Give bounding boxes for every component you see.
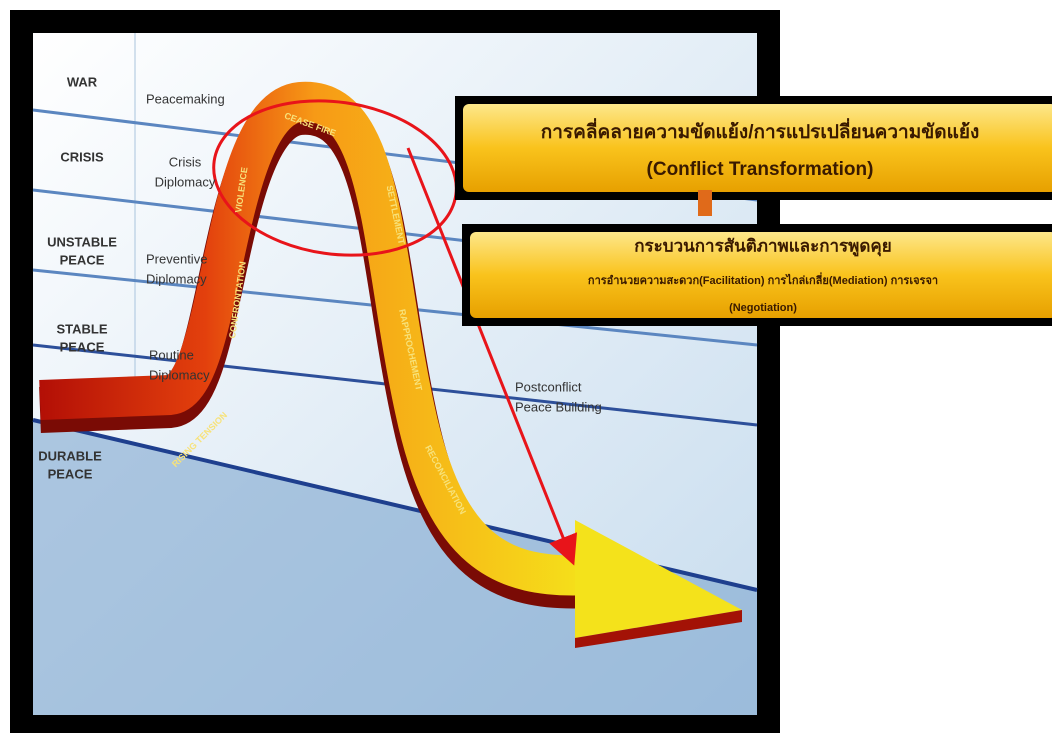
- level-label: CRISIS: [60, 149, 104, 164]
- level-label: PEACE: [48, 466, 93, 481]
- stage-label: Preventive: [146, 251, 207, 266]
- level-label: PEACE: [60, 252, 105, 267]
- stage-label: Diplomacy: [149, 367, 210, 382]
- connector: [698, 190, 712, 216]
- stage-label: Postconflict: [515, 379, 582, 394]
- level-label: WAR: [67, 74, 98, 89]
- box-subtitle: (Conflict Transformation): [647, 159, 874, 180]
- arrow-head-edge: [575, 610, 742, 648]
- stage-label: Peace Building: [515, 399, 602, 414]
- stage-label: Peacemaking: [146, 91, 225, 106]
- pointer-arrow: [406, 147, 578, 566]
- level-label: STABLE: [56, 321, 107, 336]
- box-subtitle: (Negotiation): [729, 302, 797, 314]
- level-label: PEACE: [60, 339, 105, 354]
- level-label: UNSTABLE: [47, 234, 117, 249]
- box-subtitle: การอำนวยความสะดวก(Facilitation) การไกล่เ…: [588, 272, 938, 287]
- stage-label: Diplomacy: [146, 271, 207, 286]
- stage-label: Crisis: [169, 154, 202, 169]
- box: [470, 232, 1052, 318]
- stage-label: Diplomacy: [155, 174, 216, 189]
- ribbon: [39, 81, 592, 596]
- box-title: กระบวนการสันติภาพและการพูดคุย: [634, 236, 892, 257]
- arrow-head: [575, 520, 742, 638]
- level-label: DURABLE: [38, 448, 102, 463]
- box-title: การคลี่คลายความขัดแย้ง/การแปรเปลี่ยนความ…: [541, 118, 979, 143]
- box: [463, 104, 1052, 192]
- stage-label: Routine: [149, 347, 194, 362]
